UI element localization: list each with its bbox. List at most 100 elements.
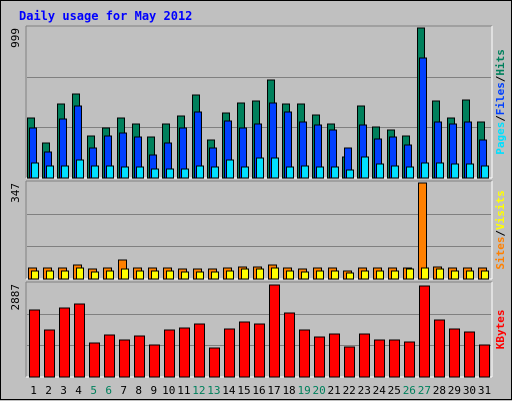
panel-1-legend-hits: Hits <box>494 49 507 76</box>
panel-1-ymax-label: 999 <box>9 28 22 48</box>
kbytes-bar <box>284 312 295 378</box>
panel-3-ymax-label: 2887 <box>9 284 22 311</box>
visits-bar <box>166 270 174 280</box>
kbytes-bar <box>359 333 370 378</box>
kbytes-bar <box>314 336 325 378</box>
kbytes-bar <box>164 329 175 378</box>
visits-bar <box>376 270 384 280</box>
pages-bar <box>166 168 174 179</box>
kbytes-bar <box>449 328 460 378</box>
pages-bar <box>271 157 279 179</box>
files-bar <box>419 57 427 179</box>
visits-bar <box>226 270 234 280</box>
visits-bar <box>91 271 99 280</box>
visits-bar <box>196 271 204 280</box>
day-label: 15 <box>237 384 250 397</box>
panel-2-legend-visits: Visits <box>494 190 507 230</box>
day-label: 18 <box>282 384 295 397</box>
day-label: 10 <box>162 384 175 397</box>
day-label: 16 <box>252 384 265 397</box>
pages-bar <box>181 168 189 179</box>
day-label: 17 <box>267 384 280 397</box>
pages-bar <box>121 166 129 179</box>
day-label: 21 <box>328 384 341 397</box>
visits-bar <box>211 271 219 280</box>
visits-bar <box>301 271 309 280</box>
visits-bar <box>346 272 354 280</box>
kbytes-bar <box>44 329 55 378</box>
day-label: 22 <box>343 384 356 397</box>
pages-bar <box>76 159 84 179</box>
kbytes-bar <box>239 321 250 378</box>
kbytes-bar <box>89 342 100 378</box>
day-label: 28 <box>433 384 446 397</box>
day-label: 31 <box>478 384 491 397</box>
panel-1-legend-separator: / <box>494 115 507 122</box>
kbytes-bar <box>374 339 385 378</box>
visits-bar <box>361 270 369 280</box>
pages-bar <box>196 165 204 179</box>
kbytes-bar <box>464 331 475 378</box>
panel-2-legend-separator: / <box>494 230 507 237</box>
pages-bar <box>241 166 249 179</box>
visits-bar <box>181 271 189 280</box>
day-label: 3 <box>60 384 67 397</box>
pages-bar <box>316 166 324 179</box>
pages-bar <box>481 165 489 179</box>
visits-bar <box>451 270 459 280</box>
kbytes-bar <box>269 284 280 378</box>
day-label: 14 <box>222 384 236 397</box>
pages-bar <box>436 162 444 179</box>
chart-title: Daily usage for May 2012 <box>19 9 193 23</box>
panel-2-background <box>26 181 492 279</box>
pages-bar <box>106 165 114 179</box>
day-label: 5 <box>90 384 97 397</box>
day-label: 7 <box>120 384 127 397</box>
pages-bar <box>136 166 144 179</box>
visits-bar <box>241 268 249 280</box>
kbytes-bar <box>329 333 340 378</box>
kbytes-bar <box>29 309 40 378</box>
day-label: 30 <box>463 384 476 397</box>
visits-bar <box>151 270 159 280</box>
pages-bar <box>451 163 459 179</box>
pages-bar <box>256 157 264 179</box>
day-label: 20 <box>313 384 326 397</box>
visits-bar <box>436 268 444 280</box>
visits-bar <box>481 270 489 280</box>
pages-bar <box>466 163 474 179</box>
kbytes-bar <box>389 339 400 378</box>
visits-bar <box>271 267 279 280</box>
visits-bar <box>76 267 84 280</box>
day-label: 2 <box>45 384 52 397</box>
visits-bar <box>406 268 414 280</box>
panel-2-legend-sites: Sites <box>494 236 507 269</box>
pages-bar <box>91 165 99 179</box>
day-label: 12 <box>192 384 205 397</box>
kbytes-bar <box>479 344 490 378</box>
kbytes-bar <box>134 335 145 378</box>
day-label: 4 <box>75 384 82 397</box>
day-label: 23 <box>358 384 371 397</box>
day-label: 6 <box>105 384 112 397</box>
kbytes-bar <box>104 334 115 378</box>
day-label: 29 <box>448 384 461 397</box>
visits-bar <box>466 270 474 280</box>
day-label: 13 <box>207 384 220 397</box>
day-label: 19 <box>297 384 310 397</box>
visits-bar <box>391 270 399 280</box>
visits-bar <box>106 270 114 280</box>
pages-bar <box>211 166 219 179</box>
kbytes-bar <box>119 339 130 378</box>
pages-bar <box>391 165 399 179</box>
pages-bar <box>331 166 339 179</box>
visits-bar <box>31 270 39 280</box>
pages-bar <box>361 156 369 179</box>
kbytes-bar <box>224 328 235 378</box>
visits-bar <box>256 268 264 280</box>
day-label: 27 <box>418 384 431 397</box>
day-label: 8 <box>135 384 142 397</box>
panel-2-ymax-label: 347 <box>9 183 22 203</box>
